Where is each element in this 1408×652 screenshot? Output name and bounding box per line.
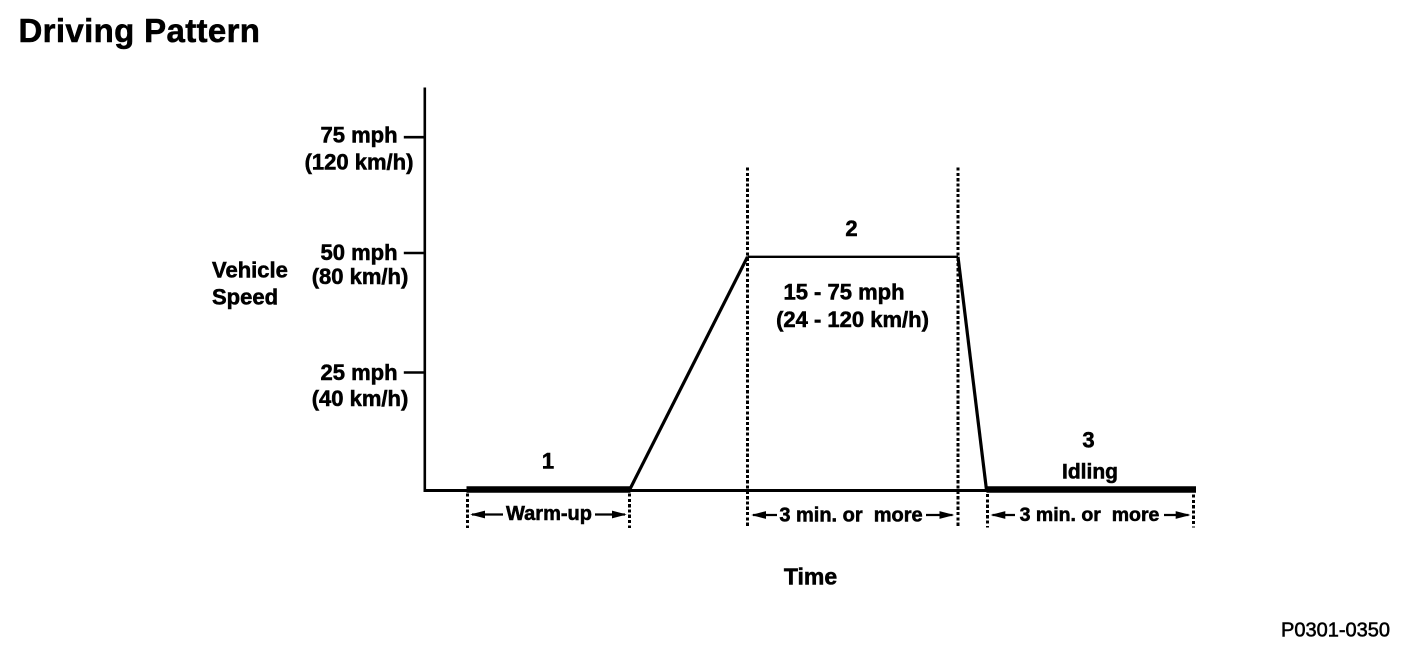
svg-text:Driving Pattern: Driving Pattern [19,12,261,49]
svg-text:75 mph: 75 mph [320,123,397,148]
svg-text:1: 1 [542,449,554,474]
svg-text:25 mph: 25 mph [320,360,397,385]
svg-text:Idling: Idling [1062,461,1118,484]
svg-text:Warm-up: Warm-up [506,503,592,525]
svg-text:3 min. or more: 3 min. or more [779,505,922,527]
svg-text:(80 km/h): (80 km/h) [312,264,409,289]
svg-text:(40 km/h): (40 km/h) [312,386,409,411]
svg-text:3 min. or more: 3 min. or more [1020,504,1160,526]
svg-text:50 mph: 50 mph [320,240,397,265]
svg-text:P0301-0350: P0301-0350 [1281,620,1390,642]
svg-text:Vehicle: Vehicle [212,258,288,283]
svg-text:Time: Time [784,564,837,590]
svg-text:15 - 75 mph: 15 - 75 mph [783,280,904,305]
svg-text:(120 km/h): (120 km/h) [305,150,414,175]
svg-text:Speed: Speed [212,285,278,310]
svg-text:(24 - 120 km/h): (24 - 120 km/h) [776,307,929,332]
svg-text:2: 2 [845,216,857,241]
svg-text:3: 3 [1082,427,1094,452]
